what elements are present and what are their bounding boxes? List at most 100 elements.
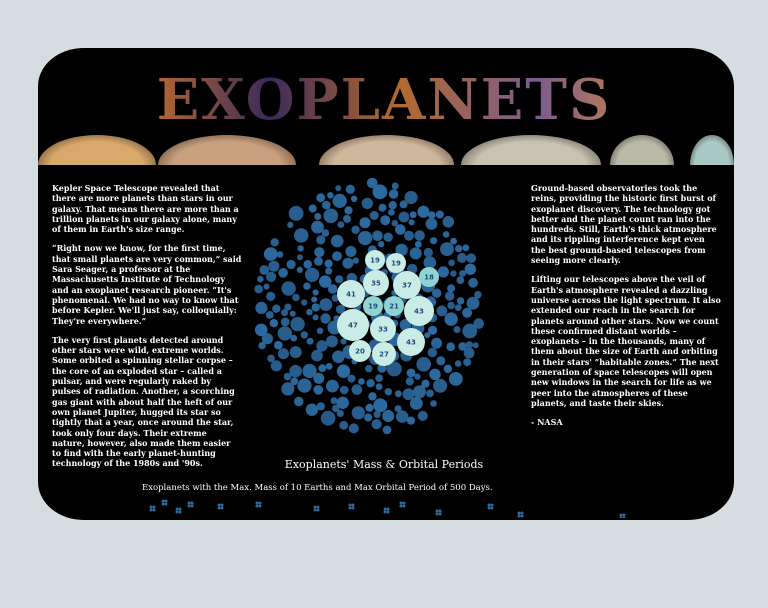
exoplanet-bubble[interactable] <box>287 221 294 228</box>
exoplanet-bubble[interactable] <box>398 211 410 223</box>
exoplanet-bubble[interactable] <box>364 413 373 422</box>
exoplanet-bubble[interactable] <box>283 372 292 381</box>
exoplanet-bubble[interactable] <box>332 251 342 261</box>
exoplanet-bubble[interactable] <box>289 346 302 359</box>
exoplanet-bubble[interactable] <box>428 325 438 335</box>
exoplanet-bubble[interactable] <box>267 354 275 363</box>
bubble-chart[interactable]: 19 19 35 37 18 41 19 21 43 47 33 20 27 43 <box>252 178 486 436</box>
exoplanet-bubble[interactable] <box>456 276 465 284</box>
highlighted-exoplanet-bubble[interactable] <box>397 328 425 356</box>
exoplanet-bubble[interactable] <box>425 218 438 230</box>
exoplanet-bubble[interactable] <box>421 379 430 388</box>
exoplanet-bubble[interactable] <box>394 405 402 413</box>
exoplanet-bubble[interactable] <box>413 385 426 399</box>
scatter-point-cluster[interactable] <box>619 513 626 519</box>
exoplanet-bubble[interactable] <box>404 230 414 241</box>
exoplanet-bubble[interactable] <box>462 323 478 339</box>
exoplanet-bubble[interactable] <box>431 337 443 349</box>
exoplanet-bubble[interactable] <box>426 389 434 398</box>
exoplanet-bubble[interactable] <box>423 247 433 258</box>
highlighted-exoplanet-bubble[interactable] <box>404 296 434 326</box>
exoplanet-bubble[interactable] <box>314 213 322 220</box>
scatter-point-cluster[interactable] <box>149 505 156 512</box>
exoplanet-bubble[interactable] <box>406 368 416 378</box>
highlighted-exoplanet-bubble[interactable] <box>393 271 421 299</box>
scatter-point-cluster[interactable] <box>399 501 406 508</box>
exoplanet-bubble[interactable] <box>409 247 422 260</box>
scatter-point-cluster[interactable] <box>313 505 320 512</box>
highlighted-exoplanet-bubble[interactable] <box>386 253 406 273</box>
highlighted-exoplanet-bubble[interactable] <box>349 340 371 362</box>
exoplanet-bubble[interactable] <box>454 360 462 367</box>
exoplanet-bubble[interactable] <box>457 252 467 263</box>
exoplanet-bubble[interactable] <box>447 284 456 293</box>
exoplanet-bubble[interactable] <box>335 185 342 192</box>
exoplanet-bubble[interactable] <box>254 323 268 337</box>
exoplanet-bubble[interactable] <box>369 211 379 220</box>
exoplanet-bubble[interactable] <box>468 277 478 288</box>
highlighted-exoplanet-bubble[interactable] <box>363 296 383 316</box>
exoplanet-bubble[interactable] <box>435 210 444 219</box>
exoplanet-bubble[interactable] <box>303 260 312 269</box>
exoplanet-bubble[interactable] <box>405 377 414 386</box>
exoplanet-bubble[interactable] <box>314 247 325 258</box>
exoplanet-bubble[interactable] <box>375 374 383 382</box>
exoplanet-bubble[interactable] <box>417 205 430 218</box>
exoplanet-bubble[interactable] <box>465 341 473 349</box>
exoplanet-bubble[interactable] <box>339 420 349 430</box>
exoplanet-bubble[interactable] <box>327 284 338 294</box>
exoplanet-bubble[interactable] <box>332 404 340 413</box>
exoplanet-bubble[interactable] <box>453 326 461 333</box>
exoplanet-bubble[interactable] <box>280 317 290 327</box>
exoplanet-bubble[interactable] <box>414 230 425 241</box>
exoplanet-bubble[interactable] <box>336 364 351 378</box>
exoplanet-bubble[interactable] <box>276 251 284 258</box>
exoplanet-bubble[interactable] <box>462 244 470 252</box>
exoplanet-bubble[interactable] <box>459 270 466 277</box>
exoplanet-bubble[interactable] <box>395 243 408 257</box>
exoplanet-bubble[interactable] <box>444 312 458 326</box>
exoplanet-bubble[interactable] <box>464 263 476 275</box>
exoplanet-bubble[interactable] <box>450 270 457 277</box>
exoplanet-bubble[interactable] <box>311 220 324 234</box>
exoplanet-bubble[interactable] <box>365 403 374 412</box>
exoplanet-bubble[interactable] <box>430 400 437 407</box>
scatter-point-cluster[interactable] <box>383 507 390 514</box>
exoplanet-bubble[interactable] <box>311 296 318 303</box>
exoplanet-bubble[interactable] <box>391 219 399 227</box>
exoplanet-bubble[interactable] <box>306 337 314 345</box>
exoplanet-bubble[interactable] <box>473 318 484 329</box>
exoplanet-bubble[interactable] <box>263 283 270 290</box>
exoplanet-bubble[interactable] <box>322 200 331 210</box>
exoplanet-bubble[interactable] <box>378 203 387 212</box>
exoplanet-bubble[interactable] <box>301 299 308 306</box>
exoplanet-bubble[interactable] <box>254 284 263 294</box>
exoplanet-bubble[interactable] <box>340 338 347 345</box>
highlighted-exoplanet-bubble[interactable] <box>419 267 439 287</box>
exoplanet-bubble[interactable] <box>320 410 336 426</box>
exoplanet-bubble[interactable] <box>270 238 279 247</box>
exoplanet-bubble[interactable] <box>316 340 328 352</box>
exoplanet-bubble[interactable] <box>313 385 324 395</box>
exoplanet-bubble[interactable] <box>445 291 455 301</box>
exoplanet-bubble[interactable] <box>382 410 395 422</box>
exoplanet-bubble[interactable] <box>446 342 455 351</box>
exoplanet-bubble[interactable] <box>384 388 392 396</box>
exoplanet-bubble[interactable] <box>429 368 441 380</box>
exoplanet-bubble[interactable] <box>430 237 438 245</box>
exoplanet-bubble[interactable] <box>320 313 331 324</box>
exoplanet-bubble[interactable] <box>351 225 360 234</box>
exoplanet-bubble[interactable] <box>359 217 371 229</box>
exoplanet-bubble[interactable] <box>316 327 324 335</box>
exoplanet-bubble[interactable] <box>305 267 320 282</box>
scatter-point-cluster[interactable] <box>217 503 224 510</box>
exoplanet-bubble[interactable] <box>466 253 476 263</box>
exoplanet-bubble[interactable] <box>319 298 333 311</box>
exoplanet-bubble[interactable] <box>395 224 406 235</box>
exoplanet-bubble[interactable] <box>325 363 333 370</box>
exoplanet-bubble[interactable] <box>424 332 431 339</box>
scatter-point-cluster[interactable] <box>435 509 442 516</box>
exoplanet-bubble[interactable] <box>305 403 319 416</box>
exoplanet-bubble[interactable] <box>313 372 325 384</box>
exoplanet-bubble[interactable] <box>450 237 457 245</box>
